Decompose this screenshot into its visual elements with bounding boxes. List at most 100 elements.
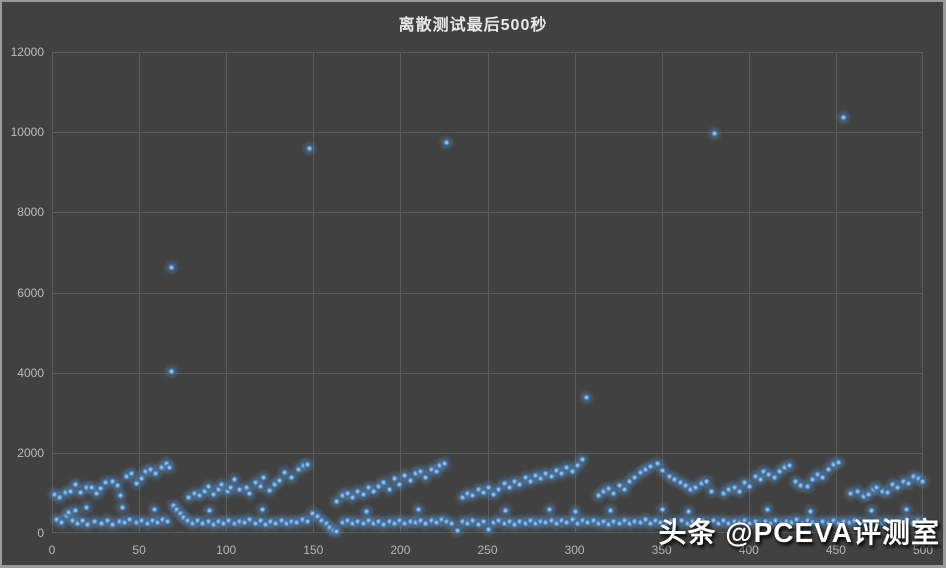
data-point <box>520 518 530 528</box>
data-point <box>839 516 849 526</box>
data-point <box>797 519 807 529</box>
data-point <box>348 519 358 529</box>
data-point <box>468 516 478 526</box>
data-point <box>745 519 755 529</box>
data-point <box>166 367 176 377</box>
data-point <box>666 517 676 527</box>
data-point <box>140 466 150 476</box>
data-point <box>92 489 102 499</box>
data-point <box>473 519 483 529</box>
data-point <box>544 504 554 514</box>
data-point <box>421 472 431 482</box>
data-point <box>877 487 887 496</box>
data-point <box>435 461 445 471</box>
data-point <box>151 469 161 479</box>
data-point <box>217 479 227 489</box>
data-point <box>828 459 838 469</box>
data-point <box>431 517 441 527</box>
x-tick-label: 100 <box>216 543 237 557</box>
data-point <box>353 517 363 527</box>
data-point <box>903 478 913 488</box>
data-point <box>686 485 696 495</box>
data-point <box>571 507 581 517</box>
data-point <box>670 475 680 485</box>
data-point <box>65 486 75 496</box>
data-point <box>760 517 770 527</box>
data-point <box>684 507 694 517</box>
data-point <box>813 520 823 530</box>
data-point <box>706 486 716 496</box>
data-point <box>672 518 682 528</box>
y-tick-label: 2000 <box>17 445 44 460</box>
data-point <box>656 517 666 527</box>
data-point <box>362 507 372 517</box>
data-point <box>677 516 687 526</box>
data-point <box>281 519 291 529</box>
data-point <box>551 466 561 476</box>
data-point <box>182 516 192 526</box>
data-point <box>149 504 159 514</box>
data-point <box>729 516 739 526</box>
data-point <box>205 506 215 516</box>
data-point <box>724 519 734 529</box>
data-point <box>353 486 363 496</box>
data-point <box>802 516 812 526</box>
data-point <box>245 489 255 499</box>
data-point <box>774 467 784 477</box>
x-tick-label: 450 <box>825 543 846 557</box>
data-point <box>213 485 223 495</box>
data-point <box>515 517 525 527</box>
data-point <box>208 520 218 530</box>
data-point <box>651 516 661 526</box>
data-point <box>515 480 525 490</box>
data-point <box>203 481 213 491</box>
y-tick-label: 8000 <box>17 205 44 220</box>
data-point <box>297 515 307 525</box>
data-point <box>166 263 176 273</box>
data-point <box>86 483 96 493</box>
data-point <box>818 517 828 527</box>
data-point <box>745 482 755 492</box>
data-point <box>147 516 157 526</box>
data-point <box>203 517 213 527</box>
data-point <box>640 464 650 474</box>
data-point <box>473 485 483 495</box>
data-point <box>126 469 136 479</box>
data-point <box>100 478 110 488</box>
data-point <box>198 519 208 529</box>
data-point <box>358 490 368 500</box>
data-point <box>635 518 645 528</box>
data-point <box>222 487 232 496</box>
data-point <box>395 516 405 526</box>
data-point <box>849 515 859 525</box>
data-point <box>189 489 199 499</box>
data-point <box>567 515 577 525</box>
data-point <box>614 480 624 490</box>
data-point <box>389 474 399 484</box>
data-point <box>71 505 81 515</box>
data-point <box>156 463 166 473</box>
data-point <box>598 487 608 496</box>
data-point <box>813 469 823 479</box>
data-point <box>447 519 457 529</box>
data-point <box>588 515 598 525</box>
data-point <box>264 485 274 495</box>
data-point <box>755 475 765 485</box>
data-point <box>865 519 875 529</box>
data-point <box>630 516 640 526</box>
data-point <box>578 455 588 465</box>
data-point <box>287 473 297 483</box>
data-point <box>442 138 452 148</box>
data-point <box>625 477 635 487</box>
data-point <box>90 517 100 527</box>
data-point <box>604 483 614 493</box>
data-point <box>292 518 302 528</box>
data-point <box>771 516 781 526</box>
data-point <box>834 519 844 529</box>
data-point <box>766 518 776 528</box>
data-point <box>665 471 675 481</box>
data-point <box>785 461 795 471</box>
data-point <box>187 519 197 529</box>
v-gridline <box>748 53 750 532</box>
data-point <box>750 471 760 481</box>
